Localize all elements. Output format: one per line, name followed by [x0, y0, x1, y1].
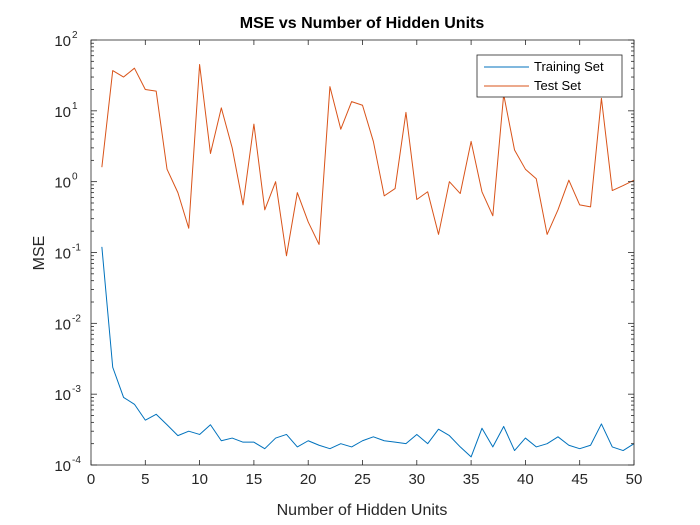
x-tick-label: 30 [408, 471, 425, 488]
y-tick-exponent: -2 [72, 313, 81, 324]
y-tick-exponent: -3 [72, 384, 81, 395]
y-tick-exponent: -4 [72, 455, 81, 466]
y-tick-exponent: 0 [72, 172, 78, 183]
legend: Training Set Test Set [476, 54, 623, 98]
y-tick-exponent: -1 [72, 243, 81, 254]
plot-area [91, 40, 634, 465]
series-line-training [101, 246, 635, 458]
y-tick-label: 10 [54, 387, 71, 404]
y-tick-exponent: 2 [72, 30, 78, 41]
y-tick-label: 10 [54, 104, 71, 121]
x-tick-label: 20 [300, 471, 317, 488]
legend-label-training: Training Set [534, 59, 604, 74]
x-axis-label: Number of Hidden Units [277, 502, 448, 519]
x-tick-label: 50 [626, 471, 643, 488]
legend-label-test: Test Set [534, 78, 581, 93]
series-line-test [101, 64, 635, 257]
y-axis-label: MSE [31, 236, 48, 271]
x-tick-label: 25 [354, 471, 371, 488]
x-tick-label: 45 [571, 471, 588, 488]
y-tick-label: 10 [54, 316, 71, 333]
x-tick-label: 5 [141, 471, 149, 488]
x-tick-label: 40 [517, 471, 534, 488]
y-tick-label: 10 [54, 458, 71, 475]
x-tick-label: 35 [463, 471, 480, 488]
x-tick-label: 15 [246, 471, 263, 488]
x-ticks: 0 5 10 15 20 25 30 35 40 45 50 [87, 40, 643, 488]
x-tick-label: 0 [87, 471, 95, 488]
y-tick-label: 10 [54, 33, 71, 50]
y-tick-label: 10 [54, 246, 71, 263]
y-tick-exponent: 1 [72, 101, 78, 112]
series-layer [101, 64, 635, 458]
y-tick-label: 10 [54, 175, 71, 192]
legend-box [476, 54, 623, 98]
chart-title: MSE vs Number of Hidden Units [240, 15, 485, 32]
x-tick-label: 10 [191, 471, 208, 488]
